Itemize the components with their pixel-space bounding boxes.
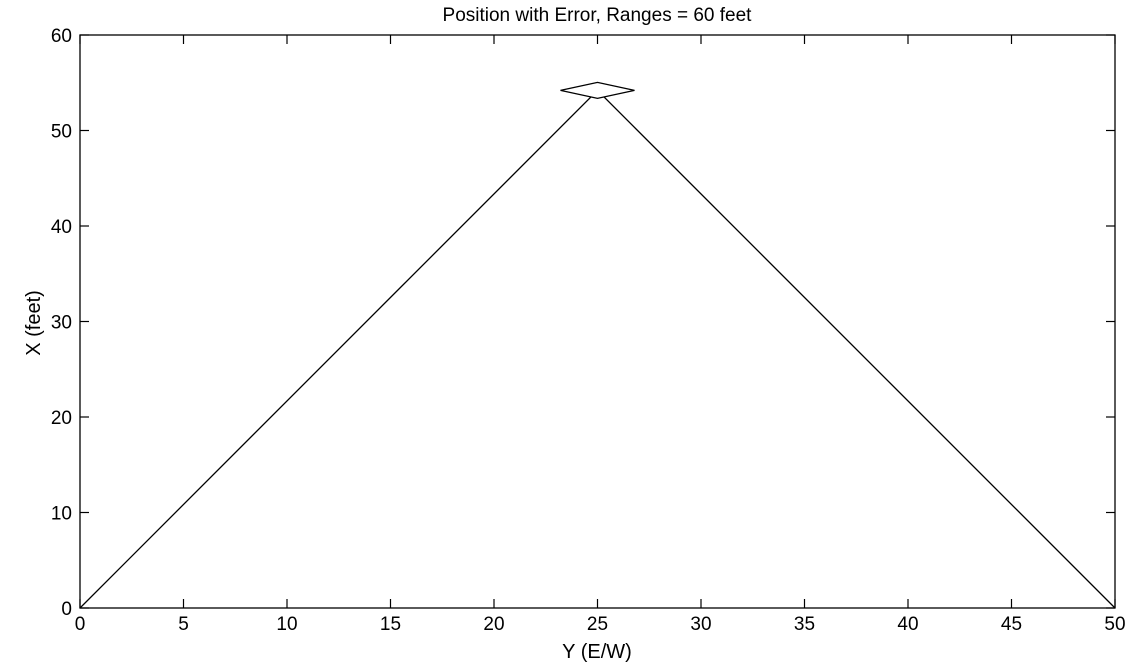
y-tick-label: 50 — [51, 122, 72, 143]
x-tick-label: 10 — [276, 614, 297, 635]
x-axis-label: Y (E/W) — [562, 641, 632, 663]
x-tick-label: 0 — [75, 614, 86, 635]
chart-title: Position with Error, Ranges = 60 feet — [443, 5, 753, 26]
series-line — [79, 89, 1116, 609]
y-tick-label: 40 — [51, 217, 72, 238]
x-tick-label: 50 — [1104, 614, 1125, 635]
x-tick-label: 35 — [794, 614, 815, 635]
x-tick-label: 15 — [380, 614, 401, 635]
x-tick-label: 25 — [587, 614, 608, 635]
position-diamond-marker — [560, 81, 635, 100]
y-tick-label: 20 — [51, 408, 72, 429]
y-tick-label: 30 — [51, 313, 72, 334]
y-tick-label: 10 — [51, 504, 72, 525]
x-tick-label: 20 — [483, 614, 504, 635]
x-tick-label: 30 — [690, 614, 711, 635]
axis-ticks: 0 5 10 15 20 25 30 35 40 45 50 0 10 20 30 40 50 60 — [51, 26, 1126, 635]
x-tick-label: 40 — [897, 614, 918, 635]
y-tick-label: 0 — [61, 599, 72, 620]
data-series — [79, 81, 1116, 609]
plot-area-frame — [79, 34, 1116, 609]
y-axis-label: X (feet) — [23, 290, 45, 356]
y-tick-label: 60 — [51, 26, 72, 47]
x-tick-label: 5 — [178, 614, 189, 635]
x-tick-label: 45 — [1001, 614, 1022, 635]
